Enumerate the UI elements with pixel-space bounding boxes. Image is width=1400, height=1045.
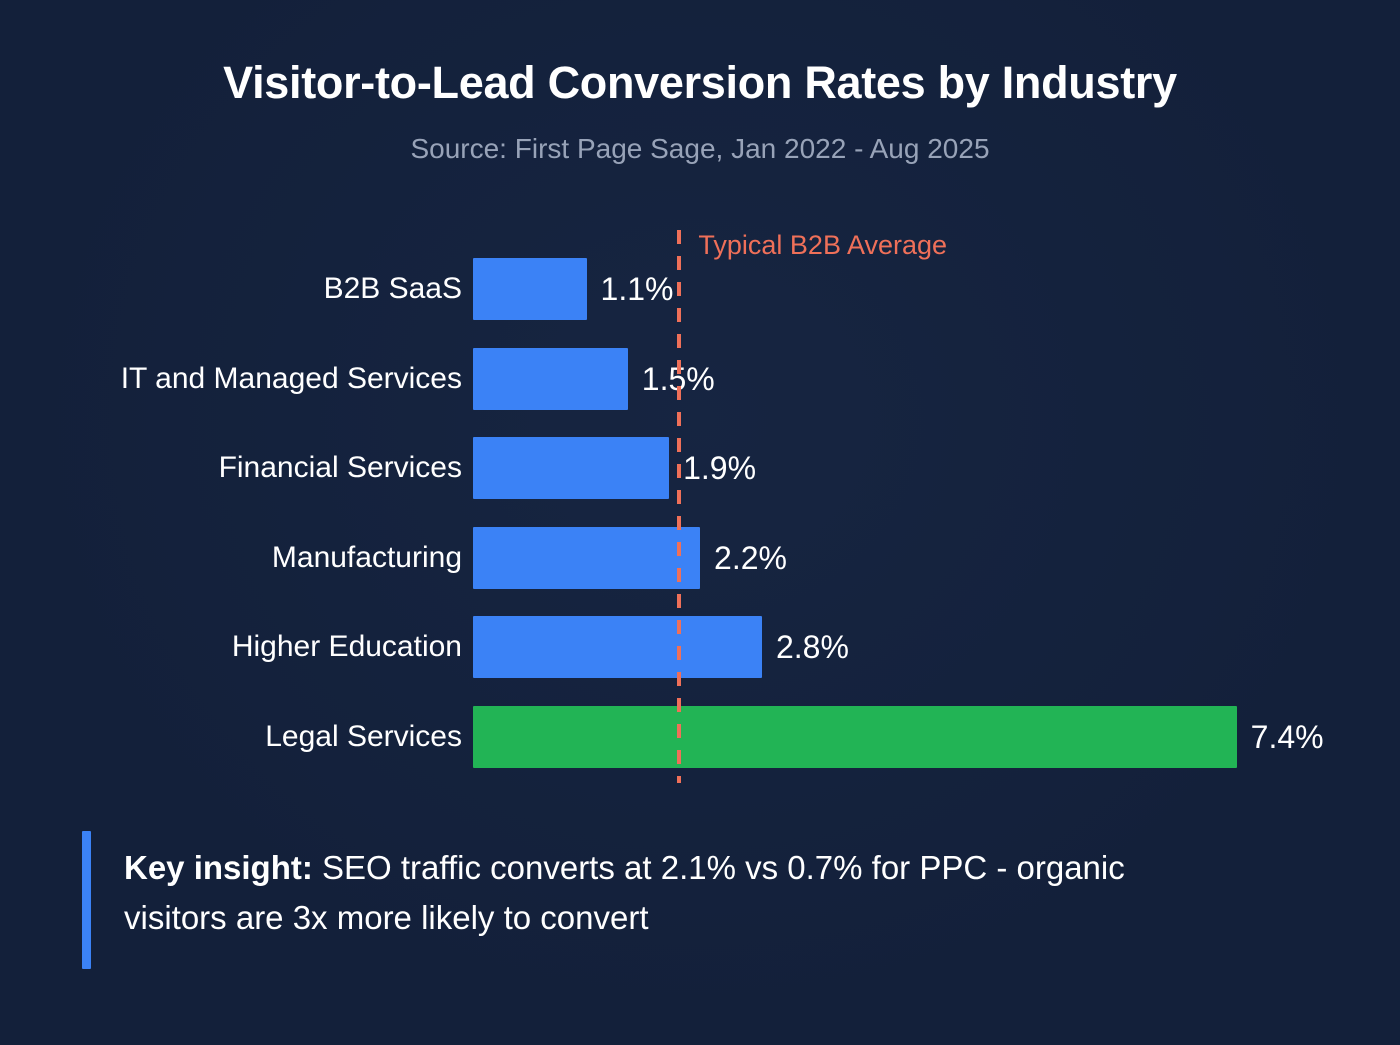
reference-line-label: Typical B2B Average: [698, 230, 948, 260]
insight-text: Key insight: SEO traffic converts at 2.1…: [124, 843, 1224, 942]
bar-category-label: Higher Education: [231, 630, 462, 663]
table-row: Financial Services 1.9%: [0, 437, 1400, 499]
bar-value-label: 7.4%: [1250, 718, 1324, 755]
bar-rect: [473, 705, 1237, 768]
chart-subtitle: Source: First Page Sage, Jan 2022 - Aug …: [410, 133, 990, 164]
table-row: IT and Managed Services 1.5%: [0, 347, 1400, 410]
table-row: B2B SaaS 1.1%: [0, 258, 1400, 320]
reference-line-typical-b2b-average: [677, 230, 682, 783]
bar-category-label: Legal Services: [265, 719, 462, 753]
table-row: Higher Education 2.8%: [0, 616, 1400, 678]
table-row: Manufacturing 2.2%: [0, 526, 1400, 589]
page-title: Visitor-to-Lead Conversion Rates by Indu…: [223, 57, 1177, 108]
bar-category-label: Financial Services: [218, 451, 462, 484]
insight-lead: Key insight:: [124, 849, 313, 886]
bar-rect: [473, 437, 670, 499]
bar-category-label: IT and Managed Services: [120, 361, 462, 395]
table-row: Legal Services 7.4%: [0, 705, 1400, 768]
bar-category-label: Manufacturing: [271, 540, 462, 574]
bar-value-label: 1.1%: [600, 271, 674, 307]
bar-value-label: 1.9%: [683, 450, 757, 486]
insight-body: SEO traffic converts at 2.1% vs 0.7% for…: [124, 849, 1125, 936]
bar-category-label: B2B SaaS: [323, 272, 462, 305]
bar-rect: [473, 258, 587, 320]
bar-value-label: 2.2%: [714, 539, 787, 576]
bar-rect: [473, 347, 628, 410]
bar-rect: [473, 526, 701, 589]
insight-accent-bar: [82, 831, 91, 969]
bar-value-label: 2.8%: [775, 629, 849, 665]
bar-rect: [473, 616, 762, 678]
